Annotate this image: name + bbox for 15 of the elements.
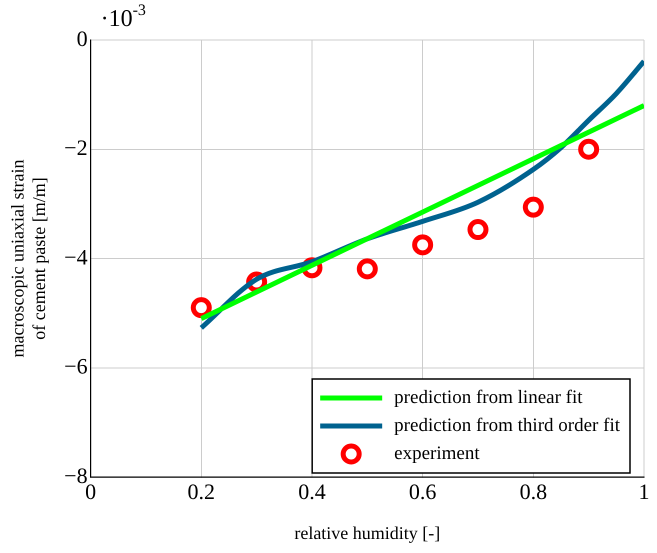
x-tick-label: 0.2 xyxy=(188,478,216,504)
y-tick-label: 0 xyxy=(76,26,88,51)
y-axis-title: macroscopic uniaxial strain of cement paste [m/m] xyxy=(8,160,50,358)
legend-label: prediction from linear fit xyxy=(394,386,584,408)
legend-label: experiment xyxy=(394,442,480,464)
y-tick-label: −6 xyxy=(64,354,88,379)
y-tick-label: −2 xyxy=(64,135,88,160)
y-tick-label: −8 xyxy=(64,462,88,488)
y-tick-label: −4 xyxy=(64,244,88,270)
x-axis-title: relative humidity [-] xyxy=(294,522,440,543)
x-tick-label: 0.6 xyxy=(408,478,436,504)
legend-label: prediction from third order fit xyxy=(394,414,621,436)
x-tick-label: 0.8 xyxy=(520,478,548,504)
x-tick-label: 1 xyxy=(638,478,650,504)
x-tick-label: 0.4 xyxy=(298,478,326,504)
